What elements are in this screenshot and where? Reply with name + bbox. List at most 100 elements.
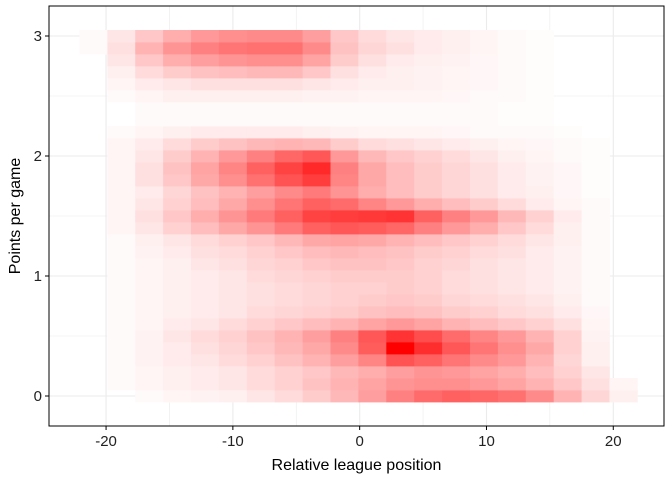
heatmap-cell — [135, 282, 164, 295]
heatmap-cell — [274, 330, 304, 343]
heatmap-cell — [386, 198, 415, 211]
x-tick-label: -20 — [95, 433, 117, 450]
heatmap-cell — [218, 150, 248, 163]
heatmap-cell — [274, 246, 304, 259]
panel-border — [48, 5, 665, 427]
heatmap-cell — [135, 318, 164, 331]
heatmap-cell — [581, 294, 610, 307]
heatmap-cell — [581, 150, 610, 163]
heatmap-cell — [135, 162, 164, 175]
heatmap-cell — [274, 198, 304, 211]
heatmap-cell — [414, 234, 443, 247]
heatmap-cell — [414, 174, 443, 187]
heatmap-cell — [414, 186, 443, 199]
heatmap-cell — [246, 42, 276, 55]
heatmap-cell — [135, 174, 164, 187]
heatmap-cell — [414, 378, 443, 391]
heatmap-cell — [469, 162, 499, 175]
heatmap-cell — [246, 234, 276, 247]
heatmap-cell — [553, 270, 582, 283]
heatmap-cell — [469, 186, 499, 199]
heatmap-cell — [191, 162, 220, 175]
heatmap-cell — [330, 66, 359, 79]
heatmap-cell — [246, 186, 276, 199]
heatmap-cell — [442, 198, 471, 211]
heatmap-cell — [107, 78, 136, 91]
heatmap-cell — [191, 222, 220, 235]
heatmap-cell — [581, 378, 610, 391]
heatmap-cell — [274, 222, 304, 235]
heatmap-cell — [581, 354, 610, 367]
heatmap-cell — [191, 366, 220, 379]
heatmap-cell — [246, 342, 276, 355]
heatmap-cell — [497, 210, 527, 223]
heatmap-cell — [218, 234, 248, 247]
heatmap-cell — [218, 246, 248, 259]
heatmap-cell — [386, 42, 415, 55]
heatmap-cell — [163, 138, 192, 151]
heatmap-cell — [330, 30, 359, 43]
heatmap-cell — [469, 66, 499, 79]
heatmap-cell — [525, 342, 555, 355]
heatmap-cell — [107, 306, 136, 319]
heatmap-cell — [442, 210, 471, 223]
heatmap-cell — [107, 234, 136, 247]
heatmap-cell — [386, 294, 415, 307]
heatmap-cell — [135, 378, 164, 391]
heatmap-cell — [386, 306, 415, 319]
heatmap-cell — [107, 330, 136, 343]
heatmap-cell — [191, 330, 220, 343]
heatmap-cell — [163, 222, 192, 235]
heatmap-cell — [581, 162, 610, 175]
heatmap-cell — [246, 30, 276, 43]
heatmap-cell — [163, 66, 192, 79]
heatmap-cell — [442, 30, 471, 43]
heatmap-cell — [135, 90, 164, 103]
heatmap-cell — [358, 54, 387, 67]
heatmap-cell — [386, 30, 415, 43]
heatmap-cell — [330, 150, 359, 163]
heatmap-cell — [246, 282, 276, 295]
heatmap-cell — [107, 30, 136, 43]
heatmap-cell — [135, 126, 164, 139]
heatmap-cell — [442, 378, 471, 391]
heatmap-cell — [386, 366, 415, 379]
heatmap-cell — [581, 342, 610, 355]
heatmap-cell — [525, 354, 555, 367]
heatmap-cell — [497, 186, 527, 199]
heatmap-cell — [218, 54, 248, 67]
heatmap-cell — [358, 126, 387, 139]
heatmap-cell — [163, 102, 192, 115]
heatmap-cell — [581, 246, 610, 259]
heatmap-cell — [246, 78, 276, 91]
heatmap-cell — [442, 282, 471, 295]
heatmap-cell — [107, 162, 136, 175]
heatmap-cell — [525, 294, 555, 307]
heatmap-cell — [414, 54, 443, 67]
heatmap-cell — [163, 186, 192, 199]
heatmap-cell — [414, 30, 443, 43]
heatmap-cell — [497, 150, 527, 163]
heatmap-cell — [497, 162, 527, 175]
heatmap-cell — [497, 306, 527, 319]
heatmap-cell — [191, 294, 220, 307]
heatmap-cell — [191, 42, 220, 55]
heatmap-cell — [553, 294, 582, 307]
heatmap-cell — [218, 162, 248, 175]
heatmap-cell — [302, 234, 331, 247]
heatmap-cell — [191, 54, 220, 67]
heatmap-cell — [163, 114, 192, 127]
heatmap-cell — [469, 366, 499, 379]
heatmap-cell — [525, 306, 555, 319]
heatmap-cell — [386, 318, 415, 331]
x-tick-label: 10 — [478, 433, 495, 450]
heatmap-cell — [442, 150, 471, 163]
heatmap-cell — [302, 174, 331, 187]
heatmap-cell — [163, 390, 192, 403]
heatmap-cell — [274, 378, 304, 391]
heatmap-cell — [302, 30, 331, 43]
heatmap-cell — [497, 90, 527, 103]
heatmap-cell — [386, 174, 415, 187]
heatmap-cell — [386, 342, 415, 355]
heatmap-cell — [274, 54, 304, 67]
